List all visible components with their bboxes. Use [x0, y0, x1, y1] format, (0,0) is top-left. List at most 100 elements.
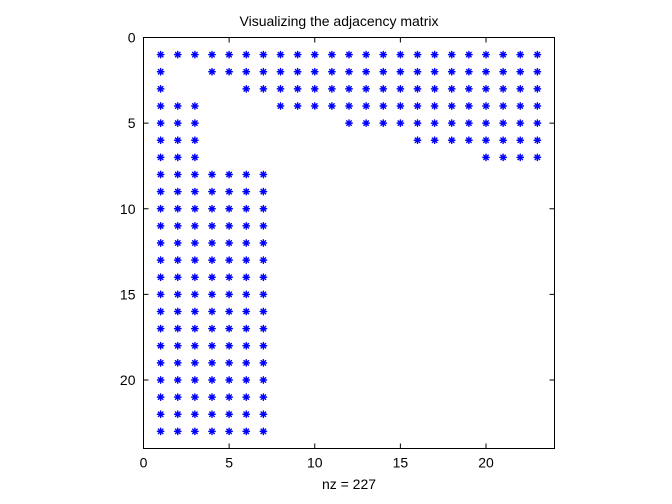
nonzero-marker — [516, 102, 525, 110]
nonzero-marker — [173, 204, 182, 213]
nonzero-marker — [293, 67, 302, 76]
nonzero-marker — [173, 273, 182, 282]
x-axis-label: nz = 227 — [322, 476, 376, 492]
nonzero-marker — [464, 67, 473, 76]
nonzero-marker — [225, 427, 234, 436]
nonzero-marker — [259, 84, 268, 93]
nonzero-marker — [156, 410, 165, 419]
nonzero-marker — [173, 102, 182, 110]
nonzero-marker — [225, 341, 234, 350]
nonzero-marker — [242, 410, 251, 419]
nonzero-marker — [190, 376, 199, 384]
nonzero-marker — [208, 187, 216, 196]
axes-box — [143, 37, 555, 449]
nonzero-marker — [516, 153, 525, 162]
nonzero-marker — [225, 376, 234, 384]
nonzero-marker — [464, 119, 473, 128]
nonzero-marker — [259, 307, 268, 316]
nonzero-marker — [190, 136, 199, 145]
nonzero-marker — [362, 50, 371, 59]
nonzero-marker — [464, 50, 473, 59]
nonzero-marker — [225, 221, 234, 230]
nonzero-marker — [482, 119, 490, 128]
nonzero-marker — [447, 67, 456, 76]
nonzero-marker — [327, 67, 336, 76]
nonzero-marker — [173, 153, 182, 162]
nonzero-marker — [173, 119, 182, 128]
nonzero-marker — [156, 221, 165, 230]
nonzero-marker — [225, 324, 234, 333]
nonzero-marker — [225, 67, 234, 76]
nonzero-marker — [225, 290, 234, 299]
nonzero-marker — [379, 119, 388, 128]
nonzero-marker — [259, 290, 268, 299]
nonzero-marker — [310, 67, 319, 76]
nonzero-marker — [259, 221, 268, 230]
nonzero-marker — [345, 102, 353, 110]
nonzero-marker — [345, 84, 353, 93]
nonzero-marker — [208, 307, 216, 316]
nonzero-marker — [225, 393, 234, 402]
nonzero-marker — [533, 119, 542, 128]
nonzero-marker — [379, 67, 388, 76]
nonzero-marker — [464, 136, 473, 145]
nonzero-marker — [327, 84, 336, 93]
nonzero-marker — [156, 102, 165, 110]
nonzero-marker — [345, 119, 353, 128]
nonzero-marker — [225, 204, 234, 213]
nonzero-marker — [379, 102, 388, 110]
nonzero-marker — [430, 102, 439, 110]
nonzero-marker — [499, 50, 508, 59]
nonzero-markers — [156, 50, 542, 436]
nonzero-marker — [276, 84, 285, 93]
nonzero-marker — [225, 187, 234, 196]
nonzero-marker — [173, 393, 182, 402]
nonzero-marker — [190, 410, 199, 419]
nonzero-marker — [242, 170, 251, 179]
nonzero-marker — [208, 290, 216, 299]
nonzero-marker — [156, 393, 165, 402]
nonzero-marker — [208, 204, 216, 213]
nonzero-marker — [259, 393, 268, 402]
nonzero-marker — [156, 153, 165, 162]
nonzero-marker — [190, 273, 199, 282]
nonzero-marker — [464, 102, 473, 110]
nonzero-marker — [173, 187, 182, 196]
nonzero-marker — [327, 50, 336, 59]
nonzero-marker — [430, 67, 439, 76]
nonzero-marker — [276, 50, 285, 59]
nonzero-marker — [156, 290, 165, 299]
nonzero-marker — [173, 410, 182, 419]
nonzero-marker — [396, 102, 405, 110]
nonzero-marker — [190, 221, 199, 230]
nonzero-marker — [413, 84, 422, 93]
x-tick-label: 0 — [140, 455, 148, 471]
nonzero-marker — [482, 84, 490, 93]
nonzero-marker — [208, 221, 216, 230]
nonzero-marker — [242, 221, 251, 230]
nonzero-marker — [362, 119, 371, 128]
nonzero-marker — [310, 50, 319, 59]
nonzero-marker — [225, 50, 234, 59]
nonzero-marker — [499, 84, 508, 93]
nonzero-marker — [464, 84, 473, 93]
nonzero-marker — [413, 119, 422, 128]
nonzero-marker — [173, 307, 182, 316]
nonzero-marker — [208, 393, 216, 402]
nonzero-marker — [310, 84, 319, 93]
nonzero-marker — [225, 256, 234, 265]
nonzero-marker — [242, 187, 251, 196]
nonzero-marker — [173, 239, 182, 247]
nonzero-marker — [208, 427, 216, 436]
y-tick-label: 10 — [120, 201, 136, 217]
nonzero-marker — [310, 102, 319, 110]
nonzero-marker — [430, 119, 439, 128]
nonzero-marker — [259, 341, 268, 350]
nonzero-marker — [259, 358, 268, 367]
nonzero-marker — [173, 256, 182, 265]
nonzero-marker — [242, 50, 251, 59]
plot-area: 0 5 10 15 20 0 5 10 15 20 — [120, 30, 555, 471]
nonzero-marker — [156, 136, 165, 145]
nonzero-marker — [293, 50, 302, 59]
